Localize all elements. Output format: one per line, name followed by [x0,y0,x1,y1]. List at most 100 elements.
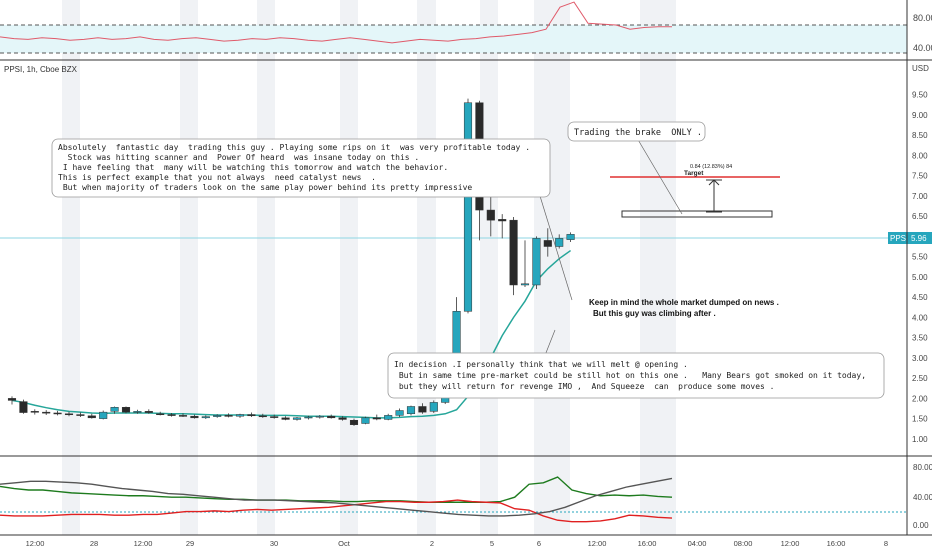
bottom-indicator-pane: 80.00 40.00 0.00 [0,463,932,530]
candle-bearish [76,414,85,416]
time-tick-label: 8 [884,539,888,548]
price-tick-label: 3.00 [912,354,928,363]
price-tick-label: 1.00 [912,435,928,444]
candle-bearish [42,411,51,414]
candle-bullish [384,415,393,420]
candle-bullish [235,414,245,417]
candle-bearish [156,413,165,416]
candle-bearish [178,415,188,417]
target-drawing[interactable]: Target 0.84 (12.83%) 84 [610,164,780,218]
candle-bullish [520,283,530,286]
candle-bullish [429,402,438,412]
time-tick-label: 08:00 [734,539,753,548]
candle-bullish [213,415,222,417]
candle-bullish [566,234,575,240]
candle-bearish [258,415,267,418]
candle-bearish [167,414,176,416]
top-indicator-pane: 80.00 40.00 [0,1,932,54]
callout-note-1-text: Absolutely fantastic day trading this gu… [58,143,535,192]
time-axis[interactable]: 12:00 28 12:00 29 30 Oct 2 5 6 12:00 16:00 04:00 08:… [26,539,888,548]
candle-bullish [110,407,119,412]
target-label: Target [684,170,704,177]
candle-bullish [395,410,404,416]
price-tick-label: 6.50 [912,212,928,221]
callout-pointer-2 [636,137,683,215]
bottom-tick-40: 40.00 [913,493,932,502]
time-tick-label: Oct [338,539,351,548]
callout-pointer-1 [539,195,573,301]
last-price-symbol-box [888,232,908,244]
candle-bearish [372,417,381,420]
candle-bullish [304,416,313,419]
note1-line-5: But when majority of traders look on the… [58,183,472,192]
candle-bearish [190,415,199,419]
last-price-value-box [908,232,932,244]
market-note-line-2: But this guy was climbing after . [593,309,716,318]
callout-note-1-box [51,138,551,198]
last-price-value: 5.96 [911,234,927,243]
measure-label: 0.84 (12.83%) 84 [690,164,732,170]
callout-note-2[interactable]: Trading the brake ONLY . [567,121,706,142]
candle-bearish [349,420,359,425]
callout-note-3-text: In decision .I personally think that we … [394,360,871,391]
candle-bullish [292,417,302,420]
bottom-oscillator-series-3 [0,477,673,517]
time-tick-label: 5 [490,539,494,548]
bottom-tick-0: 0.00 [913,521,929,530]
price-tick-label: 9.00 [912,111,928,120]
price-tick-label: 2.50 [912,374,928,383]
time-tick-label: 30 [270,539,278,548]
candle-bearish [338,417,347,420]
top-oscillator-line [0,1,672,44]
candle-bearish [543,240,552,247]
candle-bullish [201,416,210,419]
price-tick-label: 4.50 [912,293,928,302]
time-tick-label: 12:00 [588,539,607,548]
session-band [180,0,198,535]
note1-line-4: This is perfect example that you not alw… [58,173,376,182]
price-tick-label: 3.50 [912,334,928,343]
price-tick-label: 5.00 [912,273,928,282]
candle-bearish [224,415,233,417]
bottom-tick-80: 80.00 [913,463,932,472]
note1-line-2: Stock was hitting scanner and Power Of h… [58,153,419,162]
candle-bullish [133,411,142,413]
candle-bearish [7,398,17,401]
time-tick-label: 2 [430,539,434,548]
candle-bearish [19,401,28,413]
market-note-line-1: Keep in mind the whole market dumped on … [589,298,779,307]
price-tick-label: 7.50 [912,172,928,181]
price-tick-label: 2.00 [912,394,928,403]
market-note: Keep in mind the whole market dumped on … [589,298,781,318]
note1-line-1: Absolutely fantastic day trading this gu… [58,143,530,152]
price-tick-label: 9.50 [912,91,928,100]
callout-note-2-text: Trading the brake ONLY . [574,128,702,138]
candle-bearish [30,411,39,413]
last-price-symbol: PPSI [890,234,908,243]
candle-bullish [532,238,541,286]
note3-line-1: In decision .I personally think that we … [394,360,688,369]
session-band [417,0,436,535]
candle-bearish [87,415,96,419]
resistance-zone[interactable] [621,210,773,218]
candle-bearish [418,406,427,413]
callout-note-3[interactable]: In decision .I personally think that we … [387,352,885,399]
candle-bearish [144,411,153,413]
bottom-oscillator-series-1 [0,476,673,503]
note3-line-2: But in same time pre-market could be sti… [394,371,866,380]
time-tick-label: 12:00 [781,539,800,548]
callout-note-1[interactable]: Absolutely fantastic day trading this gu… [51,138,551,198]
candle-bearish [53,412,62,415]
candle-bearish [486,209,495,221]
time-tick-label: 16:00 [638,539,657,548]
candle-bearish [247,414,256,417]
top-tick-80: 80.00 [913,13,932,23]
last-price-tag: PPSI 5.96 [888,232,932,244]
time-tick-label: 12:00 [134,539,153,548]
time-tick-label: 16:00 [827,539,846,548]
candle-bearish [509,219,518,286]
candle-bearish [498,219,507,222]
price-tick-label: 8.50 [912,131,928,140]
callout-note-2-box [567,121,706,142]
